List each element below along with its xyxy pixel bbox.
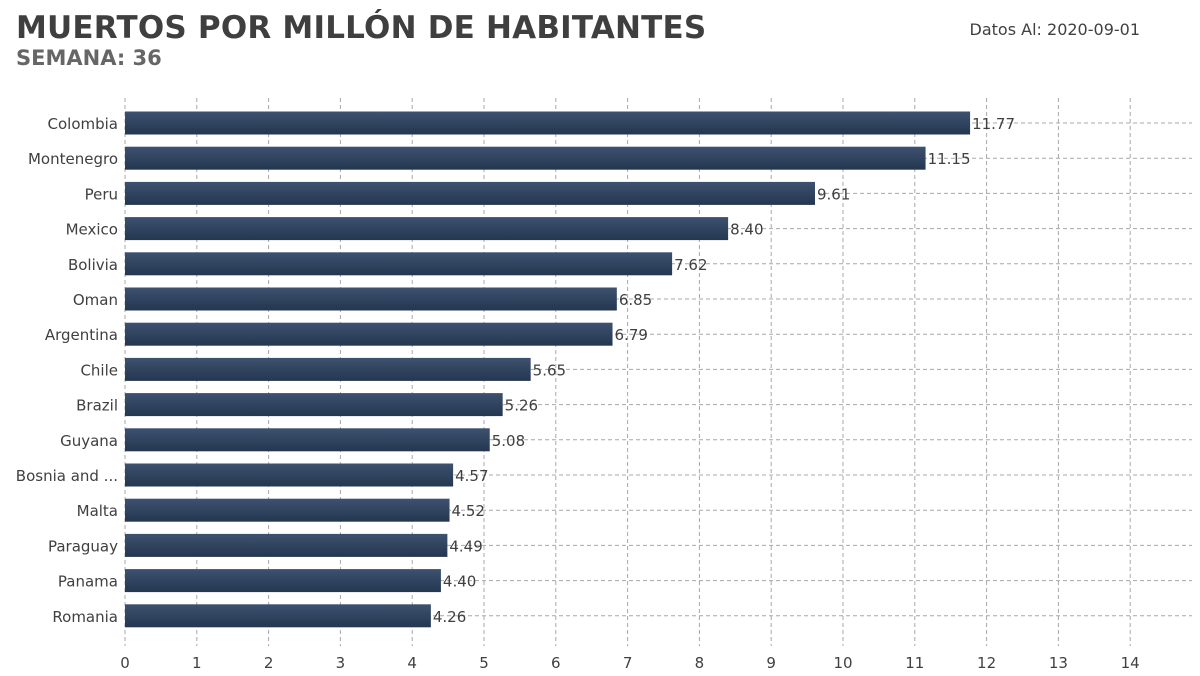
x-tick-label: 11: [905, 654, 924, 672]
x-tick-label: 7: [623, 654, 633, 672]
category-label: Montenegro: [28, 150, 118, 168]
category-label: Bosnia and ...: [16, 467, 118, 485]
bar: [125, 146, 926, 170]
value-label: 7.62: [674, 256, 707, 274]
data-date: Datos Al: 2020-09-01: [970, 20, 1140, 39]
value-label: 5.26: [505, 397, 538, 415]
x-tick-label: 2: [264, 654, 274, 672]
category-label: Guyana: [60, 432, 118, 450]
bar: [125, 252, 673, 276]
category-label: Mexico: [66, 221, 118, 239]
bar: [125, 569, 441, 593]
x-tick-label: 8: [695, 654, 705, 672]
x-tick-label: 13: [1049, 654, 1068, 672]
bar: [125, 217, 729, 241]
value-label: 5.08: [492, 432, 525, 450]
bars: [125, 111, 971, 628]
value-label: 4.40: [443, 573, 476, 591]
bar: [125, 428, 490, 452]
bar: [125, 111, 971, 135]
value-label: 9.61: [817, 185, 850, 203]
bar: [125, 463, 454, 487]
value-label: 8.40: [730, 221, 763, 239]
x-tick-label: 12: [977, 654, 996, 672]
bar: [125, 322, 613, 346]
value-label: 11.15: [928, 150, 971, 168]
x-tick-label: 14: [1121, 654, 1140, 672]
bar: [125, 357, 531, 381]
x-tick-label: 6: [551, 654, 561, 672]
bar: [125, 287, 617, 311]
x-tick-label: 5: [479, 654, 489, 672]
category-label: Argentina: [45, 326, 118, 344]
bar: [125, 533, 448, 557]
chart-subtitle: SEMANA: 36: [16, 46, 162, 70]
data-date-value: 2020-09-01: [1047, 20, 1140, 39]
category-label: Malta: [77, 502, 118, 520]
value-label: 6.85: [619, 291, 652, 309]
category-label: Oman: [73, 291, 118, 309]
category-label: Panama: [58, 573, 118, 591]
category-label: Paraguay: [48, 537, 118, 555]
category-label: Bolivia: [68, 256, 118, 274]
category-label: Chile: [80, 361, 118, 379]
bar: [125, 604, 431, 628]
x-tick-label: 9: [766, 654, 776, 672]
value-label: 6.79: [615, 326, 648, 344]
x-tick-label: 10: [833, 654, 852, 672]
value-label: 11.77: [972, 115, 1015, 133]
x-tick-label: 3: [336, 654, 346, 672]
chart-title: MUERTOS POR MILLÓN DE HABITANTES: [16, 10, 707, 46]
category-label: Romania: [52, 608, 118, 626]
category-label: Peru: [85, 185, 118, 203]
data-date-label: Datos Al:: [969, 20, 1042, 39]
value-label: 4.57: [455, 467, 488, 485]
value-label: 4.26: [433, 608, 466, 626]
bar: [125, 498, 450, 522]
value-label: 5.65: [533, 361, 566, 379]
x-tick-label: 1: [192, 654, 202, 672]
category-label: Brazil: [76, 397, 118, 415]
x-tick-label: 0: [120, 654, 130, 672]
value-label: 4.49: [449, 537, 482, 555]
value-label: 4.52: [452, 502, 485, 520]
bar: [125, 181, 815, 205]
bar: [125, 393, 503, 417]
x-tick-label: 4: [407, 654, 417, 672]
category-label: Colombia: [48, 115, 119, 133]
